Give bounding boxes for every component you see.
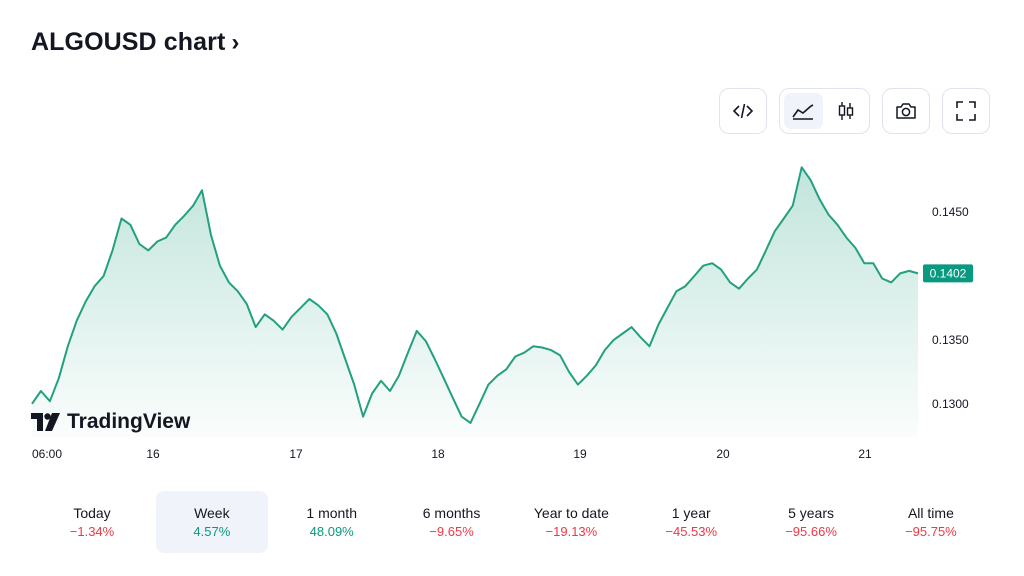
period-tab[interactable]: 1 month 48.09% — [276, 491, 388, 553]
area-chart-icon — [792, 104, 814, 120]
page-title-text[interactable]: ALGOUSD chart — [31, 28, 226, 56]
period-change: −95.66% — [785, 524, 837, 539]
period-selector: Today −1.34% Week 4.57% 1 month 48.09% 6 month… — [36, 491, 987, 553]
x-tick-label: 17 — [289, 447, 303, 461]
period-change: −1.34% — [69, 524, 115, 539]
period-change: −9.65% — [429, 524, 474, 539]
period-label: 1 month — [306, 505, 357, 521]
price-area-fill — [32, 167, 918, 438]
fullscreen-button[interactable] — [942, 88, 990, 134]
candlestick-icon — [838, 102, 853, 120]
page-title[interactable]: ALGOUSD chart › — [31, 28, 239, 57]
chevron-right-icon: › — [231, 28, 240, 56]
price-line — [31, 166, 919, 424]
price-chart-svg[interactable]: 0.1450 0.1350 0.1300 06:00 16 17 18 19 20 21 0.1… — [0, 140, 1024, 470]
y-tick-label: 0.1300 — [932, 397, 969, 411]
x-tick-label: 19 — [573, 447, 587, 461]
area-chart-button[interactable] — [784, 93, 823, 129]
period-tab[interactable]: 6 months −9.65% — [396, 491, 508, 553]
period-tab[interactable]: 1 year −45.53% — [635, 491, 747, 553]
chart-type-group — [779, 88, 870, 134]
tradingview-logo-icon — [31, 413, 60, 431]
period-tab[interactable]: Year to date −19.13% — [515, 491, 627, 553]
camera-icon — [896, 103, 916, 119]
period-label: 6 months — [422, 505, 481, 521]
period-tab[interactable]: All time −95.75% — [875, 491, 987, 553]
screenshot-button[interactable] — [882, 88, 930, 134]
period-label: 5 years — [788, 505, 835, 521]
x-tick-label: 18 — [431, 447, 445, 461]
period-label: Week — [194, 505, 230, 521]
last-price-text: 0.1402 — [930, 266, 967, 280]
tradingview-logo[interactable]: TradingView — [31, 410, 190, 434]
period-change: 48.09% — [309, 524, 354, 539]
x-tick-label: 21 — [858, 447, 872, 461]
candlestick-chart-button[interactable] — [827, 93, 866, 129]
period-tab[interactable]: 5 years −95.66% — [755, 491, 867, 553]
period-change: 4.57% — [193, 524, 231, 539]
period-change: −45.53% — [665, 524, 718, 539]
period-tab[interactable]: Today −1.34% — [36, 491, 148, 553]
period-change: −19.13% — [545, 524, 598, 539]
period-label: 1 year — [671, 505, 711, 521]
period-change: −95.75% — [905, 524, 957, 539]
y-tick-label: 0.1450 — [932, 205, 969, 219]
last-price-label: 0.1402 — [923, 264, 973, 283]
embed-code-button[interactable] — [719, 88, 767, 134]
tradingview-logo-text: TradingView — [67, 410, 191, 433]
period-label: All time — [907, 505, 954, 521]
price-chart[interactable]: 0.1450 0.1350 0.1300 06:00 16 17 18 19 20 21 0.1… — [0, 140, 1024, 470]
period-tab[interactable]: Week 4.57% — [155, 491, 268, 553]
x-tick-label: 20 — [716, 447, 730, 461]
period-label: Year to date — [533, 505, 609, 521]
x-tick-label: 06:00 — [32, 447, 62, 461]
y-tick-label: 0.1350 — [932, 333, 969, 347]
fullscreen-icon — [956, 101, 976, 121]
code-icon — [732, 103, 754, 119]
period-label: Today — [73, 505, 111, 521]
x-tick-label: 16 — [146, 447, 160, 461]
